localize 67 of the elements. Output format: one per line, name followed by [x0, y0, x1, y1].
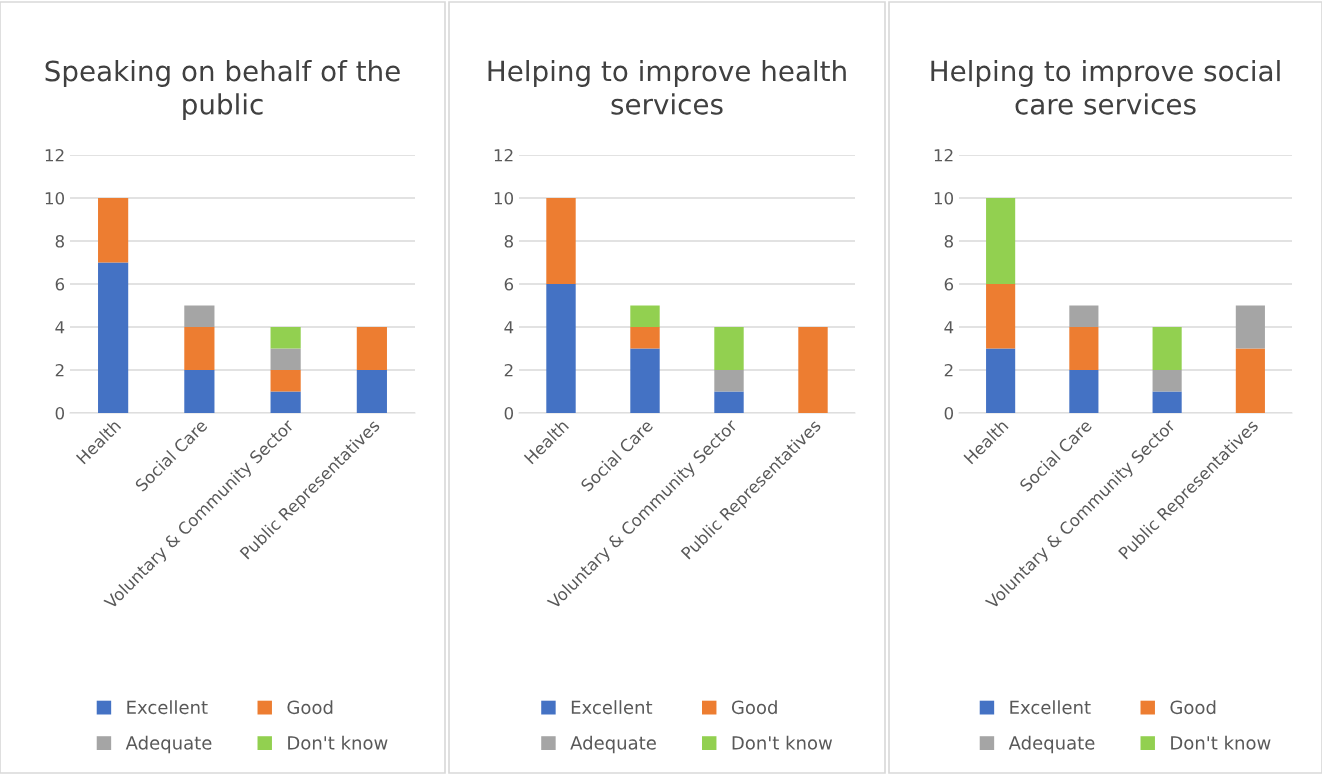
y-tick-label: 10: [934, 191, 954, 205]
legend-label: Excellent: [127, 700, 208, 715]
bar: [714, 391, 744, 413]
bar: [184, 305, 215, 327]
y-tick-label: 8: [504, 234, 513, 248]
bar: [356, 327, 387, 370]
legend-label: Adequate: [125, 735, 212, 754]
bar: [630, 327, 660, 349]
legend-label: Adequate: [1008, 735, 1095, 754]
bar: [630, 348, 660, 413]
y-tick-label: 0: [55, 406, 65, 420]
bar: [714, 327, 744, 370]
bar: [1235, 305, 1265, 349]
bar: [184, 370, 215, 413]
chart-title: Speaking on behalf of the public: [45, 60, 400, 121]
chart-title: Helping to improve social care services: [931, 60, 1280, 115]
bar: [98, 262, 129, 413]
y-tick-label: 4: [504, 321, 514, 334]
y-tick-label: 12: [934, 148, 953, 162]
y-tick-label: 2: [944, 363, 953, 377]
y-tick-label: 10: [494, 191, 514, 205]
bar: [98, 198, 129, 263]
y-tick-label: 2: [504, 363, 513, 377]
bar: [546, 198, 576, 284]
y-tick-label: 4: [944, 321, 954, 334]
bar: [270, 370, 301, 392]
bar: [1069, 327, 1099, 370]
y-tick-label: 4: [55, 321, 65, 334]
y-tick-label: 8: [944, 234, 953, 248]
legend-label: Excellent: [571, 700, 653, 715]
bar: [630, 305, 660, 327]
y-tick-label: 6: [944, 277, 954, 291]
bar: [1235, 348, 1265, 413]
y-tick-label: 6: [504, 277, 514, 291]
bar: [184, 327, 215, 370]
legend-label: Good: [1170, 700, 1216, 715]
bar: [1152, 391, 1182, 413]
chart-title: Helping to improve health services: [488, 60, 846, 115]
legend-label: Good: [287, 700, 333, 715]
bar: [356, 370, 387, 413]
y-tick-label: 12: [45, 148, 64, 162]
bar: [1069, 370, 1099, 413]
legend-label: Good: [731, 700, 777, 715]
y-tick-label: 6: [55, 277, 65, 291]
bar: [1069, 305, 1099, 327]
y-tick-label: 0: [504, 406, 514, 420]
y-tick-label: 0: [944, 406, 954, 420]
y-tick-label: 2: [55, 363, 64, 377]
bar: [270, 348, 301, 370]
bar: [546, 284, 576, 413]
legend-label: Don't know: [1171, 735, 1271, 750]
y-tick-label: 10: [45, 191, 65, 205]
y-tick-label: 12: [494, 148, 513, 162]
bar: [1152, 370, 1182, 392]
legend-label: Excellent: [1010, 700, 1091, 715]
bar: [270, 327, 301, 349]
bar: [986, 284, 1016, 349]
legend-label: Don't know: [732, 735, 833, 750]
bar: [270, 391, 301, 413]
legend-label: Adequate: [570, 735, 656, 754]
bar: [714, 370, 744, 392]
bar: [798, 327, 828, 413]
bar: [986, 348, 1016, 413]
y-tick-label: 8: [55, 234, 64, 248]
bar: [986, 198, 1016, 284]
legend-label: Don't know: [288, 735, 388, 750]
bar: [1152, 327, 1182, 370]
